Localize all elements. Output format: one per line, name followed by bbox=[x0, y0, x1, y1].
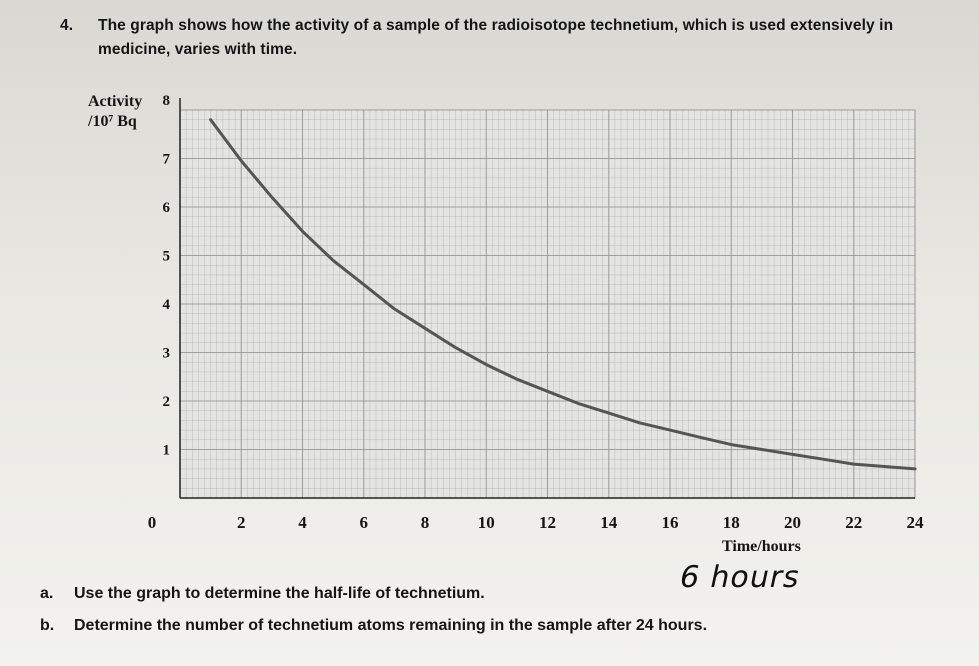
x-tick-label: 6 bbox=[360, 513, 369, 532]
x-tick-label: 14 bbox=[600, 513, 618, 532]
part-a: a. Use the graph to determine the half-li… bbox=[40, 585, 485, 603]
x-tick-label: 20 bbox=[784, 513, 801, 532]
y-tick-label: 6 bbox=[163, 200, 171, 216]
y-tick-label: 7 bbox=[163, 152, 171, 168]
y-axis-label: Activity /10⁷ Bq bbox=[88, 92, 142, 132]
y-tick-label: 5 bbox=[163, 249, 171, 265]
series-line bbox=[209, 118, 917, 471]
part-b-text: Determine the number of technetium atoms… bbox=[74, 617, 708, 634]
y-tick-label: 8 bbox=[163, 93, 171, 109]
question-text: The graph shows how the activity of a sa… bbox=[98, 17, 894, 58]
x-tick-label: 22 bbox=[845, 513, 862, 532]
x-tick-label: 8 bbox=[421, 513, 430, 532]
part-a-label: a. bbox=[40, 585, 54, 602]
y-tick-label: 3 bbox=[163, 346, 171, 362]
handwritten-answer: 6 hours bbox=[676, 560, 804, 595]
y-axis-label-line1: Activity bbox=[88, 93, 143, 110]
y-axis-label-line2: /10⁷ Bq bbox=[88, 113, 137, 130]
x-tick-label: 4 bbox=[298, 513, 307, 532]
y-tick-label: 1 bbox=[163, 443, 171, 459]
part-b-label: b. bbox=[40, 617, 55, 634]
x-tick-label: 12 bbox=[539, 513, 556, 532]
x-tick-label: 24 bbox=[907, 513, 925, 532]
y-tick-label: 2 bbox=[163, 394, 171, 410]
x-tick-label: 0 bbox=[148, 513, 157, 532]
grid bbox=[179, 109, 916, 499]
part-a-text: Use the graph to determine the half-life… bbox=[74, 585, 485, 602]
x-axis-label: Time/hours bbox=[722, 538, 801, 555]
x-tick-label: 2 bbox=[237, 513, 246, 532]
y-tick-label: 4 bbox=[163, 297, 171, 313]
part-b: b. Determine the number of technetium ato… bbox=[40, 617, 707, 635]
x-tick-label: 18 bbox=[723, 513, 740, 532]
question-number: 4. bbox=[60, 17, 74, 34]
x-tick-label: 10 bbox=[478, 513, 495, 532]
x-tick-label: 16 bbox=[662, 513, 679, 532]
